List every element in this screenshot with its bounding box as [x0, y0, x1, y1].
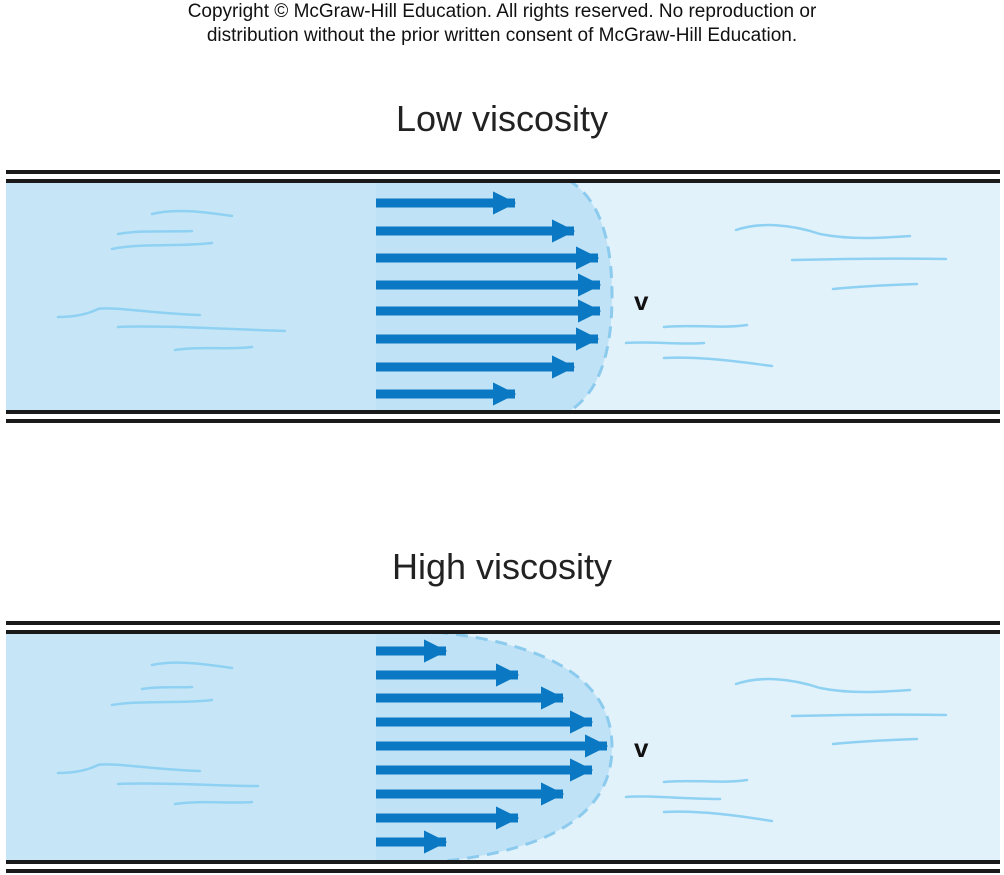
pipe-wall-bottom [6, 860, 1000, 873]
flow-streaks [56, 661, 948, 823]
copyright-line-1: Copyright © McGraw-Hill Education. All r… [187, 1, 817, 22]
flow-streaks [56, 209, 948, 368]
pipe-wall-bottom [6, 410, 1000, 423]
velocity-label-high: v [634, 733, 649, 763]
fluid-region-upstream [6, 632, 376, 862]
velocity-label-low: v [634, 286, 649, 316]
high-viscosity-pipe: v [6, 621, 1000, 873]
velocity-profile-edge [567, 178, 614, 414]
high-viscosity-title: High viscosity [391, 546, 613, 587]
copyright-line-2: distribution without the prior written c… [206, 25, 798, 46]
velocity-arrows [376, 639, 609, 854]
pipe-wall-top [6, 170, 1000, 183]
copyright-notice: Copyright © McGraw-Hill Education. All r… [0, 0, 1004, 48]
fluid-region-upstream [6, 180, 376, 412]
low-viscosity-pipe: v [6, 170, 1000, 423]
velocity-profile-region [376, 180, 612, 412]
velocity-profile-edge [435, 630, 614, 864]
pipe-wall-top [6, 621, 1000, 634]
low-viscosity-title: Low viscosity [395, 98, 609, 139]
velocity-arrows [376, 191, 602, 406]
